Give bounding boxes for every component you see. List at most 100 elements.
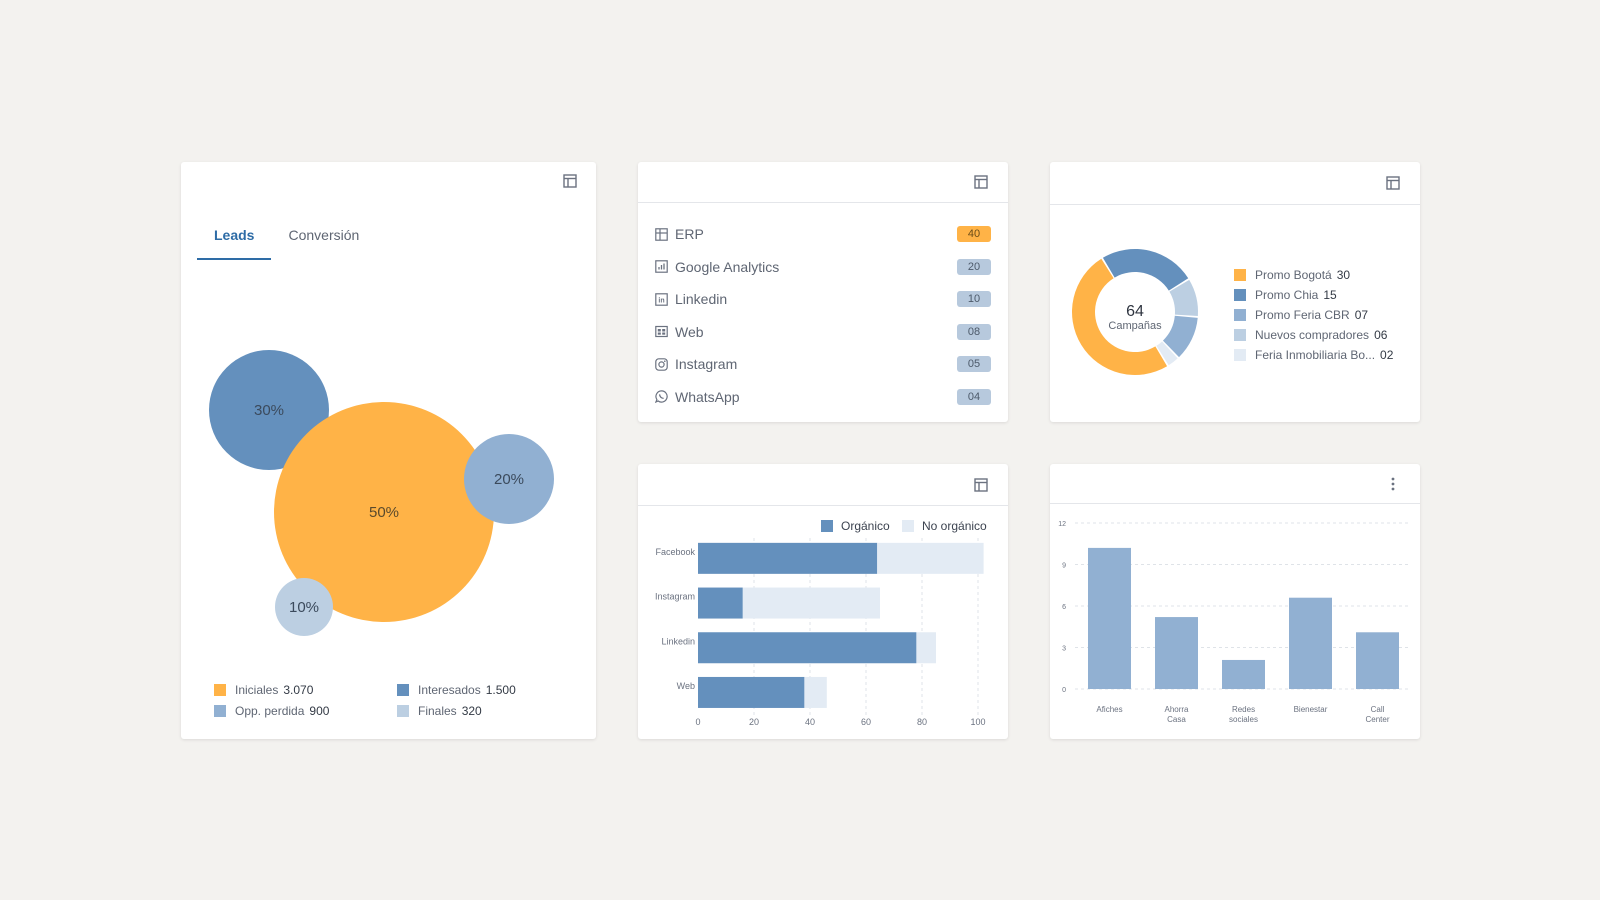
tick-label-12: 12: [1058, 521, 1066, 528]
analytics-icon: [655, 260, 669, 274]
legend-value: 3.070: [283, 683, 314, 697]
bar-instagram-org-nico: [698, 587, 743, 619]
bar-ahorra-casa: [1155, 617, 1198, 689]
legend-swatch: [1234, 329, 1246, 341]
source-row-google-analytics[interactable]: Google Analytics 20: [655, 251, 991, 284]
source-row-web[interactable]: Web 08: [655, 316, 991, 349]
table-view-icon[interactable]: [559, 170, 581, 192]
card-header: [638, 162, 1008, 203]
count-badge: 40: [957, 226, 991, 243]
table-view-icon[interactable]: [1382, 172, 1404, 194]
legend-value: 1.500: [485, 683, 516, 697]
leads-tabs: Leads Conversión: [197, 217, 376, 260]
tick-label-9: 9: [1062, 563, 1066, 570]
more-options-icon[interactable]: [1382, 473, 1404, 495]
source-row-whatsapp[interactable]: WhatsApp 04: [655, 381, 991, 414]
tick-label-40: 40: [805, 717, 815, 727]
legend-swatch: [214, 705, 226, 717]
whatsapp-icon: [655, 390, 669, 404]
legend-value: 02: [1380, 348, 1394, 362]
bar-linkedin-org-nico: [698, 632, 917, 664]
category-label-bienestar: Bienestar: [1294, 705, 1328, 714]
category-label-instagram: Instagram: [655, 592, 695, 602]
tick-label-20: 20: [749, 717, 759, 727]
legend-swatch: [1234, 309, 1246, 321]
legend-value: 900: [309, 704, 330, 718]
tick-label-80: 80: [917, 717, 927, 727]
donut-slice-promo-chia: [1102, 249, 1189, 291]
legend-value: 06: [1374, 328, 1388, 342]
legend-item-promo-feria-cbr: Promo Feria CBR 07: [1234, 305, 1393, 325]
bar-call-center: [1356, 632, 1399, 689]
source-row-instagram[interactable]: Instagram 05: [655, 348, 991, 381]
category-label-afiches: Afiches: [1096, 705, 1122, 714]
legend-label: Feria Inmobiliaria Bo...: [1255, 348, 1376, 362]
campaigns-donut-chart: 64 Campañas: [1071, 249, 1198, 376]
bubble-label-20: 20%: [494, 471, 524, 488]
legend-value: 30: [1336, 268, 1351, 282]
legend-label: Promo Chia: [1255, 288, 1319, 302]
donut-slice-nuevos-compradores: [1169, 279, 1198, 317]
donut-center-label: Campañas: [1108, 320, 1162, 332]
source-row-linkedin[interactable]: in Linkedin 10: [655, 283, 991, 316]
category-label-facebook: Facebook: [655, 547, 695, 557]
legend-swatch: [214, 684, 226, 696]
bubble-10: [275, 578, 333, 636]
category-label-call-center: Center: [1365, 715, 1389, 724]
count-badge: 05: [957, 356, 991, 373]
category-label-ahorra-casa: Ahorra: [1164, 705, 1189, 714]
bar-facebook-org-nico: [698, 542, 878, 574]
bar-facebook-no-org-nico: [877, 542, 984, 574]
sources-card: ERP 40 Google Analytics 20 in Linkedin 1…: [638, 162, 1008, 422]
leads-legend: Iniciales 3.070 Interesados 1.500 Opp. per…: [214, 683, 584, 718]
tick-label-0: 0: [1062, 687, 1066, 694]
legend-item-interesados: Interesados 1.500: [397, 683, 580, 697]
bubble-30: [209, 350, 329, 470]
bar-linkedin-no-org-nico: [916, 632, 936, 664]
legend-swatch: [397, 684, 409, 696]
legend-value: 07: [1354, 308, 1369, 322]
bubble-label-10: 10%: [289, 599, 319, 616]
category-label-ahorra-casa: Casa: [1167, 715, 1186, 724]
tab-leads[interactable]: Leads: [197, 217, 272, 260]
donut-slice-promo-bogot: [1071, 258, 1168, 376]
legend-item-nuevos-compradores: Nuevos compradores 06: [1234, 325, 1393, 345]
legend-item-promo-bogota: Promo Bogotá 30: [1234, 265, 1393, 285]
legend-swatch-org-nico: [821, 520, 833, 532]
campaigns-legend: Promo Bogotá 30 Promo Chia 15 Promo Feria …: [1234, 265, 1393, 365]
bar-instagram-no-org-nico: [742, 587, 880, 619]
channels-bar-card: Orgánico No orgánico Facebook Instagram Link…: [638, 464, 1008, 739]
legend-label: Interesados: [418, 683, 481, 697]
source-label: Web: [675, 323, 704, 340]
legend-value: 15: [1323, 288, 1337, 302]
legend-label: Nuevos compradores: [1255, 328, 1370, 342]
bubble-label-50: 50%: [369, 504, 399, 521]
count-badge: 10: [957, 291, 991, 308]
legend-label: Iniciales: [235, 683, 279, 697]
legend-swatch: [1234, 289, 1246, 301]
tab-conversion[interactable]: Conversión: [288, 227, 360, 243]
legend-item-iniciales: Iniciales 3.070: [214, 683, 397, 697]
bar-web-org-nico: [698, 676, 805, 708]
bar-afiches: [1088, 547, 1131, 689]
donut-slice-feria-inmobiliaria-bo: [1156, 341, 1178, 366]
leads-card: Leads Conversión 30% 50% 20% 10% Inicial…: [181, 162, 596, 739]
sources-list: ERP 40 Google Analytics 20 in Linkedin 1…: [655, 218, 991, 413]
bubble-50: [274, 402, 494, 622]
legend-label: Promo Feria CBR: [1255, 308, 1350, 322]
category-label-linkedin: Linkedin: [661, 636, 695, 646]
card-header: [1050, 162, 1420, 205]
legend-label-org-nico: Orgánico: [841, 519, 890, 533]
source-row-erp[interactable]: ERP 40: [655, 218, 991, 251]
svg-text:in: in: [658, 297, 664, 304]
legend-label: Opp. perdida: [235, 704, 305, 718]
source-label: ERP: [675, 226, 704, 243]
table-view-icon[interactable]: [970, 171, 992, 193]
category-label-redes-sociales: sociales: [1229, 715, 1258, 724]
bubble-label-30: 30%: [254, 402, 284, 419]
category-label-redes-sociales: Redes: [1232, 705, 1255, 714]
erp-icon: [655, 227, 669, 241]
table-view-icon[interactable]: [970, 474, 992, 496]
legend-swatch-no-org-nico: [902, 520, 914, 532]
